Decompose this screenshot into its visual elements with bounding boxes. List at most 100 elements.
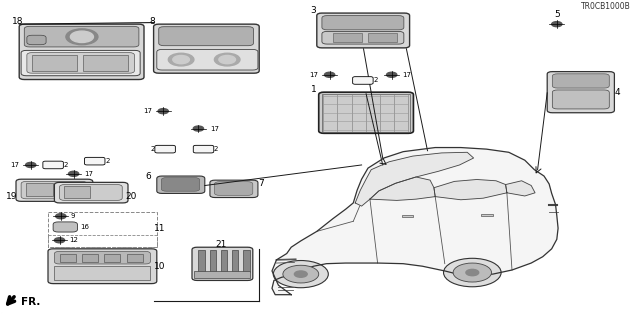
FancyBboxPatch shape [322, 31, 404, 44]
Text: 18: 18 [12, 17, 24, 26]
FancyBboxPatch shape [192, 247, 253, 280]
Polygon shape [506, 181, 535, 196]
FancyBboxPatch shape [27, 35, 46, 45]
Bar [232, 250, 239, 272]
FancyBboxPatch shape [54, 182, 128, 203]
FancyBboxPatch shape [53, 222, 77, 232]
Circle shape [552, 22, 562, 27]
Text: 9: 9 [70, 213, 75, 219]
Text: 19: 19 [6, 192, 17, 201]
FancyBboxPatch shape [547, 72, 614, 113]
Circle shape [214, 53, 240, 66]
FancyBboxPatch shape [193, 145, 214, 153]
Polygon shape [370, 177, 435, 200]
Circle shape [193, 126, 204, 131]
Text: 2: 2 [373, 77, 378, 84]
Bar [26, 183, 53, 196]
FancyBboxPatch shape [43, 161, 63, 169]
Text: 17: 17 [402, 72, 411, 78]
Circle shape [26, 163, 36, 167]
Bar [402, 215, 413, 217]
Bar [83, 55, 128, 71]
Text: 4: 4 [615, 88, 620, 97]
FancyBboxPatch shape [19, 24, 144, 80]
Bar [481, 214, 493, 216]
Bar [48, 235, 157, 247]
FancyBboxPatch shape [159, 27, 253, 46]
FancyBboxPatch shape [84, 157, 105, 165]
Text: 7: 7 [259, 180, 264, 188]
FancyBboxPatch shape [214, 182, 253, 195]
Text: 3: 3 [311, 6, 316, 15]
Bar [127, 253, 143, 262]
Text: 1: 1 [311, 85, 316, 94]
Circle shape [68, 171, 79, 176]
Text: 17: 17 [309, 72, 318, 78]
Text: 5: 5 [554, 10, 559, 19]
Bar [54, 266, 150, 280]
Circle shape [466, 269, 479, 276]
Circle shape [273, 260, 328, 288]
FancyBboxPatch shape [21, 181, 87, 199]
FancyBboxPatch shape [155, 145, 175, 153]
FancyBboxPatch shape [21, 51, 140, 76]
Bar [333, 33, 362, 43]
Text: 17: 17 [10, 162, 19, 168]
Circle shape [283, 265, 319, 283]
Polygon shape [272, 148, 558, 295]
Bar [82, 253, 98, 262]
FancyBboxPatch shape [322, 16, 404, 30]
FancyBboxPatch shape [552, 90, 609, 109]
Circle shape [158, 108, 168, 114]
Polygon shape [434, 180, 507, 200]
FancyBboxPatch shape [210, 180, 258, 197]
Text: FR.: FR. [21, 297, 40, 307]
Circle shape [66, 29, 98, 45]
Text: 20: 20 [125, 192, 136, 201]
Bar [198, 250, 205, 272]
FancyBboxPatch shape [16, 179, 93, 201]
Bar [221, 250, 227, 272]
Bar [48, 212, 157, 247]
Bar [60, 253, 76, 262]
FancyBboxPatch shape [27, 52, 134, 73]
Text: 16: 16 [81, 224, 90, 230]
Polygon shape [355, 152, 474, 206]
Bar [210, 250, 216, 272]
Text: 8: 8 [150, 17, 155, 26]
Text: 12: 12 [69, 237, 78, 243]
Text: 2: 2 [106, 158, 110, 164]
Text: 17: 17 [143, 108, 152, 114]
FancyBboxPatch shape [60, 185, 122, 200]
FancyBboxPatch shape [552, 74, 609, 88]
Circle shape [54, 238, 65, 243]
Bar [194, 271, 250, 278]
Text: 17: 17 [84, 171, 93, 177]
Circle shape [294, 271, 307, 277]
Text: 2: 2 [214, 146, 218, 152]
FancyBboxPatch shape [353, 77, 373, 84]
Circle shape [444, 258, 501, 287]
FancyBboxPatch shape [157, 176, 205, 193]
Circle shape [56, 214, 66, 219]
Circle shape [219, 55, 236, 64]
FancyBboxPatch shape [157, 50, 258, 70]
Circle shape [173, 55, 189, 64]
FancyBboxPatch shape [54, 251, 150, 264]
Bar [243, 250, 250, 272]
Text: 10: 10 [154, 262, 166, 271]
Text: 6: 6 [146, 172, 151, 181]
Bar [64, 187, 90, 197]
FancyBboxPatch shape [24, 26, 139, 47]
Text: 2: 2 [64, 162, 68, 168]
Circle shape [453, 263, 492, 282]
FancyBboxPatch shape [161, 178, 200, 191]
Circle shape [70, 31, 93, 43]
Text: 21: 21 [216, 240, 227, 249]
FancyBboxPatch shape [154, 24, 259, 73]
FancyBboxPatch shape [317, 13, 410, 48]
Circle shape [387, 72, 397, 77]
Bar [104, 253, 120, 262]
Circle shape [168, 53, 194, 66]
Bar [368, 33, 397, 43]
